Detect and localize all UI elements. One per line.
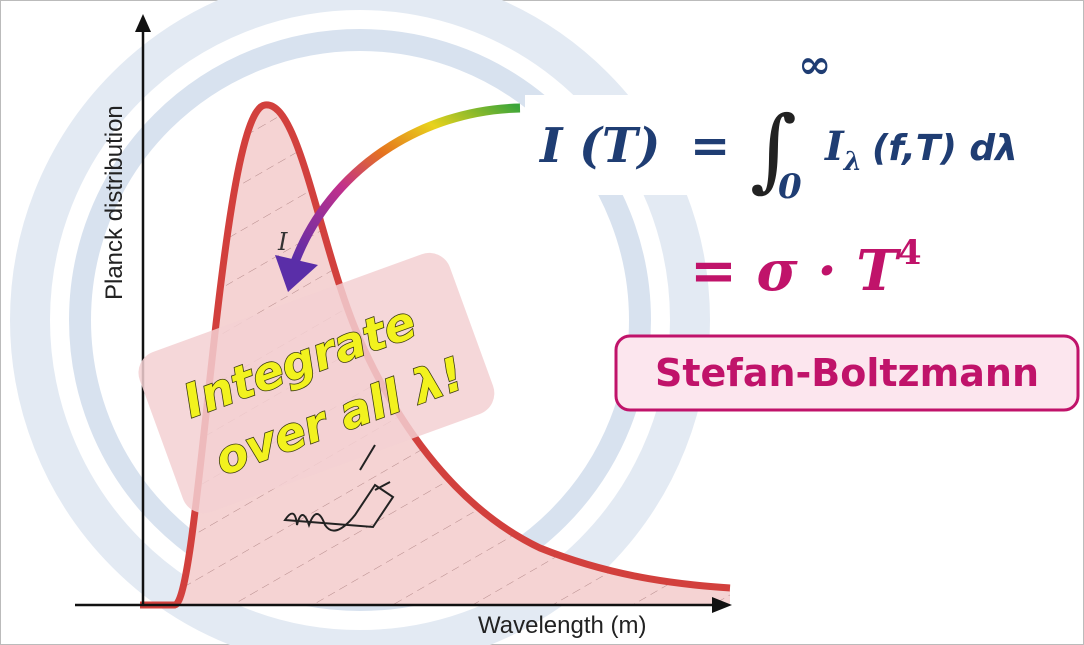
y-axis-label: Planck distribution	[101, 105, 128, 300]
exponent: 4	[898, 233, 922, 273]
upper-limit: ∞	[798, 41, 831, 88]
integrand: Iλ (f,T) dλ	[824, 123, 1018, 177]
x-axis-label: Wavelength (m)	[478, 612, 647, 639]
law-box	[614, 334, 1080, 412]
ring	[10, 0, 710, 645]
callout-box	[138, 252, 495, 514]
y-arrow	[135, 14, 151, 32]
equation-bg	[525, 95, 1070, 195]
result: = σ · T4	[690, 233, 922, 304]
equals: =	[690, 118, 730, 174]
integrand-symbol: I	[824, 123, 845, 170]
subscript: λ	[843, 147, 862, 177]
law-label: Stefan-Boltzmann	[655, 351, 1039, 395]
arrow-label: I	[277, 228, 288, 256]
arrow-head	[275, 255, 318, 292]
rainbow-arrow	[290, 103, 521, 264]
x-arrow	[712, 597, 732, 613]
pen-sketch	[283, 444, 395, 532]
equation-lhs: I (T)	[538, 118, 660, 174]
arguments: (f,T) dλ	[872, 128, 1018, 169]
lower-limit: 0	[778, 167, 802, 207]
result-text: = σ · T	[690, 238, 902, 304]
integral-sign: ∫	[750, 97, 797, 202]
